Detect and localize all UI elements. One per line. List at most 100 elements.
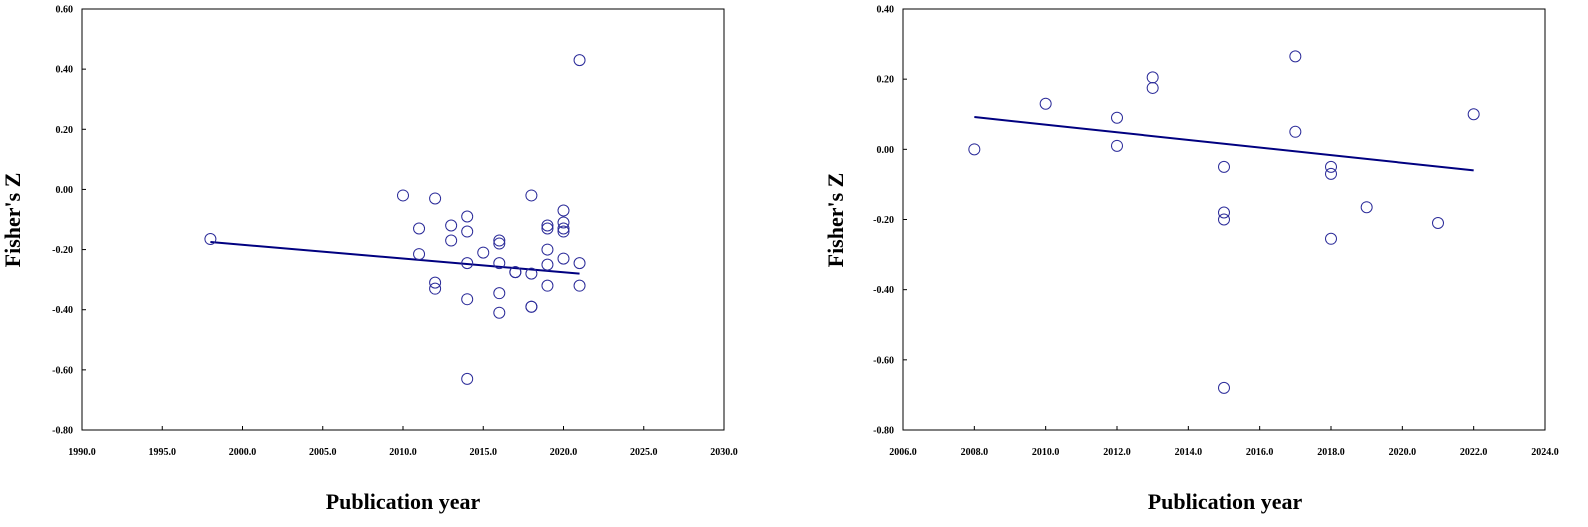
- data-point: [557, 225, 570, 238]
- data-point: [477, 246, 490, 259]
- data-point: [1146, 71, 1159, 84]
- data-point: [557, 222, 570, 235]
- x-tick-label: 2010.0: [389, 447, 417, 458]
- x-tick-label: 2020.0: [1389, 447, 1417, 458]
- x-tick-label: 2012.0: [1103, 447, 1131, 458]
- data-point: [413, 222, 426, 235]
- data-point: [1218, 206, 1230, 219]
- data-point: [1146, 81, 1159, 94]
- y-tick-label: -0.60: [873, 355, 894, 366]
- y-tick-label: -0.20: [873, 215, 894, 226]
- data-point: [493, 306, 506, 319]
- x-tick-label: 2025.0: [630, 447, 658, 458]
- y-tick-label: 0.40: [56, 65, 74, 76]
- y-tick-label: -0.60: [52, 365, 73, 376]
- x-tick-label: 2020.0: [550, 447, 578, 458]
- data-point: [1467, 108, 1480, 121]
- x-tick-label: 1995.0: [149, 447, 177, 458]
- data-point: [445, 234, 458, 247]
- x-tick-label: 2022.0: [1460, 447, 1488, 458]
- data-point: [1325, 167, 1337, 180]
- data-point: [1289, 125, 1302, 138]
- data-point: [413, 248, 426, 261]
- x-axis-title: Publication year: [1148, 489, 1303, 514]
- data-point: [445, 219, 458, 232]
- data-point: [1289, 50, 1302, 63]
- x-tick-label: 1990.0: [68, 447, 96, 458]
- data-point: [493, 287, 506, 300]
- data-point: [1360, 201, 1373, 214]
- x-tick-label: 2006.0: [889, 447, 917, 458]
- x-tick-label: 2000.0: [229, 447, 257, 458]
- data-point: [493, 234, 506, 247]
- data-point: [1218, 381, 1230, 394]
- data-point: [461, 257, 474, 270]
- data-point: [493, 237, 506, 250]
- x-tick-label: 2016.0: [1246, 447, 1274, 458]
- data-point: [573, 279, 586, 292]
- data-point: [509, 266, 522, 279]
- plot-frame: [81, 8, 725, 431]
- chart-1: -0.80 -0.60 -0.40 -0.20 0.00 0.20 0.40 0.60 1990…: [0, 5, 738, 515]
- data-point: [541, 219, 554, 232]
- y-tick-label: -0.40: [873, 285, 894, 296]
- data-point: [1111, 111, 1123, 124]
- x-tick-label: 2030.0: [710, 447, 738, 458]
- data-point: [461, 372, 474, 385]
- y-axis-title: Fisher's Z: [0, 173, 25, 268]
- x-tick-label: 2018.0: [1317, 447, 1345, 458]
- data-point: [1325, 232, 1337, 245]
- data-point: [397, 189, 409, 202]
- data-point: [557, 204, 570, 217]
- data-point: [573, 54, 586, 67]
- data-point: [1432, 217, 1444, 230]
- y-tick-label: -0.80: [52, 426, 73, 437]
- data-point: [557, 216, 570, 229]
- regression-line: [210, 241, 580, 275]
- data-point: [1111, 139, 1123, 152]
- data-point: [541, 258, 554, 271]
- x-tick-label: 2015.0: [470, 447, 498, 458]
- data-point: [429, 276, 442, 289]
- data-point: [461, 210, 474, 223]
- x-tick-label: 2014.0: [1175, 447, 1203, 458]
- data-point: [1325, 160, 1337, 173]
- data-point: [525, 267, 538, 280]
- data-point: [525, 189, 538, 202]
- y-tick-label: -0.40: [52, 305, 73, 316]
- x-axis-title: Publication year: [326, 489, 481, 514]
- y-tick-label: 0.40: [877, 5, 895, 16]
- x-tick-label: 2024.0: [1531, 447, 1559, 458]
- data-point: [204, 233, 217, 246]
- x-tick-label: 2010.0: [1032, 447, 1060, 458]
- data-point: [1039, 97, 1052, 110]
- data-point: [541, 222, 554, 235]
- y-tick-label: -0.20: [52, 245, 73, 256]
- data-point: [493, 257, 506, 270]
- data-point: [461, 293, 474, 306]
- data-point: [525, 300, 538, 313]
- data-point: [1218, 160, 1230, 173]
- data-point: [429, 282, 442, 295]
- regression-line: [974, 116, 1474, 172]
- data-point: [1218, 213, 1230, 226]
- data-point: [429, 192, 442, 205]
- data-point: [968, 143, 981, 156]
- data-point: [573, 257, 586, 270]
- chart-2: -0.80 -0.60 -0.40 -0.20 0.00 0.20 0.40 2006.0 20…: [823, 5, 1559, 515]
- x-tick-label: 2008.0: [961, 447, 989, 458]
- y-tick-label: 0.20: [56, 125, 74, 136]
- y-tick-label: 0.00: [877, 145, 895, 156]
- y-tick-label: 0.20: [877, 75, 895, 86]
- y-axis-title: Fisher's Z: [823, 173, 848, 268]
- data-point: [557, 252, 570, 265]
- y-tick-label: -0.80: [873, 426, 894, 437]
- data-point: [541, 243, 554, 256]
- data-point: [541, 279, 554, 292]
- data-point: [461, 225, 474, 238]
- plot-frame: [902, 8, 1546, 431]
- x-tick-label: 2005.0: [309, 447, 337, 458]
- y-tick-label: 0.00: [56, 185, 74, 196]
- y-tick-label: 0.60: [56, 5, 74, 16]
